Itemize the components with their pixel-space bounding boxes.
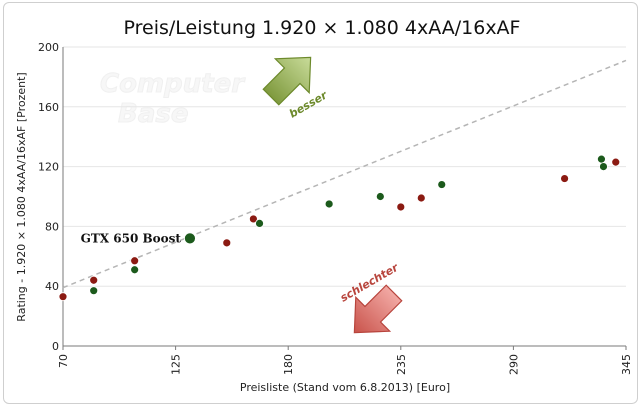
x-tick-label-125: 125 xyxy=(170,354,183,375)
gridlines xyxy=(63,46,626,287)
svg-text:Computer: Computer xyxy=(100,69,246,99)
trend-line xyxy=(62,59,627,289)
data-point-s1-5 xyxy=(437,180,447,189)
worse-arrow xyxy=(353,284,403,334)
data-point-s0-0 xyxy=(58,292,68,302)
x-tick-label-345: 345 xyxy=(620,354,633,375)
chart-frame xyxy=(3,2,638,404)
highlighted-point xyxy=(184,232,196,245)
data-point-s0-7 xyxy=(560,174,569,183)
data-point-s1-6 xyxy=(597,154,606,164)
y-axis-label: Rating - 1.920 × 1.080 4xAA/16xAF [Proze… xyxy=(15,72,28,321)
x-axis-label: Preisliste (Stand vom 6.8.2013) [Euro] xyxy=(240,381,450,394)
data-point-s0-2 xyxy=(130,256,140,266)
axes: 0 40 80 120 160 200 70 125 180 235 290 345 xyxy=(38,41,633,375)
data-point-s1-0 xyxy=(89,286,99,296)
data-point-s1-2 xyxy=(255,219,264,228)
y-tick-label-200: 200 xyxy=(38,41,59,54)
y-tick-label-120: 120 xyxy=(38,161,59,174)
data-point-s0-3 xyxy=(222,238,232,248)
x-tick-label-290: 290 xyxy=(507,354,520,375)
data-point-s0-6 xyxy=(416,193,426,203)
better-arrow-label: besser xyxy=(287,88,330,120)
highlighted-point-label: GTX 650 Boost xyxy=(81,231,182,245)
x-tick-label-180: 180 xyxy=(282,354,295,375)
x-tick-label-235: 235 xyxy=(395,354,408,375)
data-point-s0-1 xyxy=(89,275,99,285)
data-point-s0-8 xyxy=(611,157,621,167)
computerbase-watermark-logo: Computer Base xyxy=(100,69,247,130)
y-tick-label-160: 160 xyxy=(38,101,59,114)
x-tick-label-70: 70 xyxy=(57,354,70,368)
trend-line-segment xyxy=(62,59,627,289)
data-point-s1-4 xyxy=(375,192,385,201)
data-point-s0-4 xyxy=(248,214,258,224)
svg-text:Base: Base xyxy=(118,99,188,129)
data-points: GTX 650 Boost xyxy=(58,154,621,302)
y-tick-label-40: 40 xyxy=(45,280,59,293)
y-tick-label-80: 80 xyxy=(45,220,59,233)
better-arrow xyxy=(262,56,312,106)
chart-title: Preis/Leistung 1.920 × 1.080 4xAA/16xAF xyxy=(124,17,521,39)
data-point-s0-5 xyxy=(396,202,406,212)
data-point-s1-7 xyxy=(599,162,608,172)
y-tick-label-0: 0 xyxy=(52,340,59,353)
data-point-s1-1 xyxy=(130,265,140,275)
data-point-s1-3 xyxy=(324,199,334,209)
